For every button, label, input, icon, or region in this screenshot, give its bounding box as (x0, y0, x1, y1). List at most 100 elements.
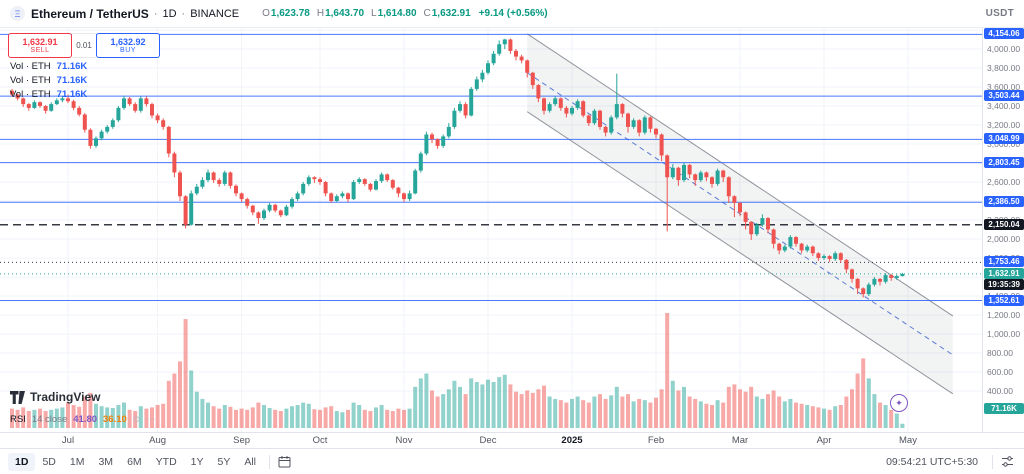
time-axis-label: Dec (479, 435, 497, 446)
volume-legend[interactable]: Vol · ETH 71.16K (10, 75, 87, 86)
rsi-legend[interactable]: RSI 14 close 41.80 36.10 ⊙ ⋯ (10, 414, 155, 425)
quote-currency: USDT (985, 8, 1014, 19)
range-3m-button[interactable]: 3M (91, 453, 120, 471)
toolbar-divider (269, 454, 271, 469)
rsi-ma-value: 36.10 (103, 414, 127, 425)
symbol-name[interactable]: Ethereum / TetherUS (31, 6, 149, 21)
current-price-badge: 1,632.91 (984, 267, 1024, 279)
interval-label[interactable]: 1D (162, 7, 177, 20)
buy-label: BUY (120, 46, 136, 54)
volume-value-badge: 71.16K (984, 403, 1024, 414)
range-all-button[interactable]: All (237, 453, 263, 471)
indicator-name: RSI (10, 414, 26, 425)
toolbar-divider (992, 454, 993, 469)
price-level-badge: 4,154.06 (984, 28, 1024, 40)
tradingview-logo[interactable]: TradingView (10, 390, 100, 404)
logo-text: TradingView (30, 390, 101, 404)
price-level-badge: 1,352.61 (984, 294, 1024, 306)
price-level-badge: 2,386.50 (984, 196, 1024, 208)
sell-button[interactable]: 1,632.91 SELL (8, 33, 72, 58)
buy-sell-widget: 1,632.91 SELL 0.01 1,632.92 BUY (8, 33, 160, 58)
separator-dot: · (181, 7, 186, 20)
high-label: H (316, 8, 325, 19)
close-label: C (423, 8, 431, 19)
price-tick: 400.00 (987, 386, 1013, 396)
exchange-label[interactable]: BINANCE (190, 7, 240, 20)
range-5d-button[interactable]: 5D (35, 453, 62, 471)
volume-legend[interactable]: Vol · ETH 71.16K (10, 89, 87, 100)
time-axis-label: Aug (149, 435, 167, 446)
volume-legend[interactable]: Vol · ETH 71.16K (10, 61, 87, 72)
price-tick: 3,600.00 (987, 82, 1021, 92)
low-value: 1,614.80 (377, 8, 417, 19)
bar-countdown-badge: 19:35:39 (984, 279, 1024, 291)
range-ytd-button[interactable]: YTD (149, 453, 184, 471)
price-tick: 1,000.00 (987, 329, 1021, 339)
go-to-date-button[interactable] (276, 453, 293, 470)
close-value: 1,632.91 (431, 8, 471, 19)
sparkle-icon: ✦ (895, 397, 903, 408)
chart-header: Ξ Ethereum / TetherUS · 1D · BINANCE O 1,… (0, 0, 1024, 28)
separator-dot: · (153, 7, 158, 20)
buy-button[interactable]: 1,632.92 BUY (96, 33, 160, 58)
eye-icon[interactable]: ⊙ (132, 414, 141, 424)
price-tick: 3,800.00 (987, 63, 1021, 73)
price-axis[interactable]: 4,200.004,000.003,800.003,600.003,400.00… (982, 25, 1024, 432)
price-tick: 600.00 (987, 367, 1013, 377)
chart-canvas[interactable] (0, 28, 982, 432)
rsi-value: 41.80 (73, 414, 98, 425)
sliders-icon (1002, 456, 1013, 467)
price-tick: 2,000.00 (987, 234, 1021, 244)
indicator-params: 14 close (31, 414, 68, 425)
range-1d-button[interactable]: 1D (8, 452, 36, 471)
price-level-badge: 3,503.44 (984, 90, 1024, 102)
time-axis-label: 2025 (561, 435, 583, 446)
range-5y-button[interactable]: 5Y (211, 453, 238, 471)
legend-value: 71.16K (56, 89, 88, 100)
open-label: O (262, 8, 270, 19)
price-tick: 3,200.00 (987, 120, 1021, 130)
legend-label: Vol · ETH (10, 75, 51, 86)
price-tick: 3,400.00 (987, 101, 1021, 111)
high-value: 1,643.70 (325, 8, 365, 19)
time-axis-label: Mar (731, 435, 749, 446)
time-axis[interactable]: Jul Aug Sep Oct Nov Dec 2025 Feb Mar Apr May (0, 432, 1024, 448)
range-1y-button[interactable]: 1Y (184, 453, 211, 471)
price-level-badge: 2,803.45 (984, 156, 1024, 168)
range-6m-button[interactable]: 6M (120, 453, 149, 471)
calendar-icon (278, 456, 291, 468)
sell-price: 1,632.91 (22, 36, 58, 47)
legend-value: 71.16K (56, 75, 88, 86)
time-axis-label: Sep (233, 435, 251, 446)
price-tick: 4,000.00 (987, 44, 1021, 54)
price-tick: 1,200.00 (987, 310, 1021, 320)
time-axis-label: Jul (61, 435, 75, 446)
price-tick: 2,600.00 (987, 177, 1021, 187)
price-level-badge: 2,150.04 (984, 218, 1024, 230)
ohlc-readout: O 1,623.78 H 1,643.70 L 1,614.80 C 1,632.91 (255, 8, 471, 19)
price-level-badge: 1,753.46 (984, 256, 1024, 268)
more-options-icon[interactable]: ⋯ (146, 414, 156, 424)
legend-value: 71.16K (56, 61, 88, 72)
price-scale-settings-button[interactable] (999, 453, 1016, 470)
bottom-toolbar: 1D 5D 1M 3M 6M YTD 1Y 5Y All 09:54:21 UTC+5:30 (0, 448, 1024, 474)
time-axis-label: Nov (395, 435, 413, 446)
ethereum-icon: Ξ (10, 6, 25, 21)
time-axis-label: Apr (816, 435, 832, 446)
time-axis-label: Feb (647, 435, 665, 446)
legend-label: Vol · ETH (10, 61, 51, 72)
spread-value: 0.01 (72, 33, 96, 58)
open-value: 1,623.78 (270, 8, 310, 19)
range-1m-button[interactable]: 1M (63, 453, 92, 471)
clock[interactable]: 09:54:21 UTC+5:30 (886, 455, 978, 468)
time-axis-label: May (899, 435, 917, 446)
price-change: +9.14 (+0.56%) (478, 8, 548, 19)
buy-price: 1,632.92 (110, 36, 146, 47)
price-tick: 800.00 (987, 348, 1013, 358)
magic-ai-button[interactable]: ✦ (890, 394, 908, 412)
time-axis-label: Oct (312, 435, 328, 446)
date-range-buttons: 1D 5D 1M 3M 6M YTD 1Y 5Y All (8, 452, 263, 471)
sell-label: SELL (30, 46, 50, 54)
tradingview-mark (10, 390, 25, 404)
